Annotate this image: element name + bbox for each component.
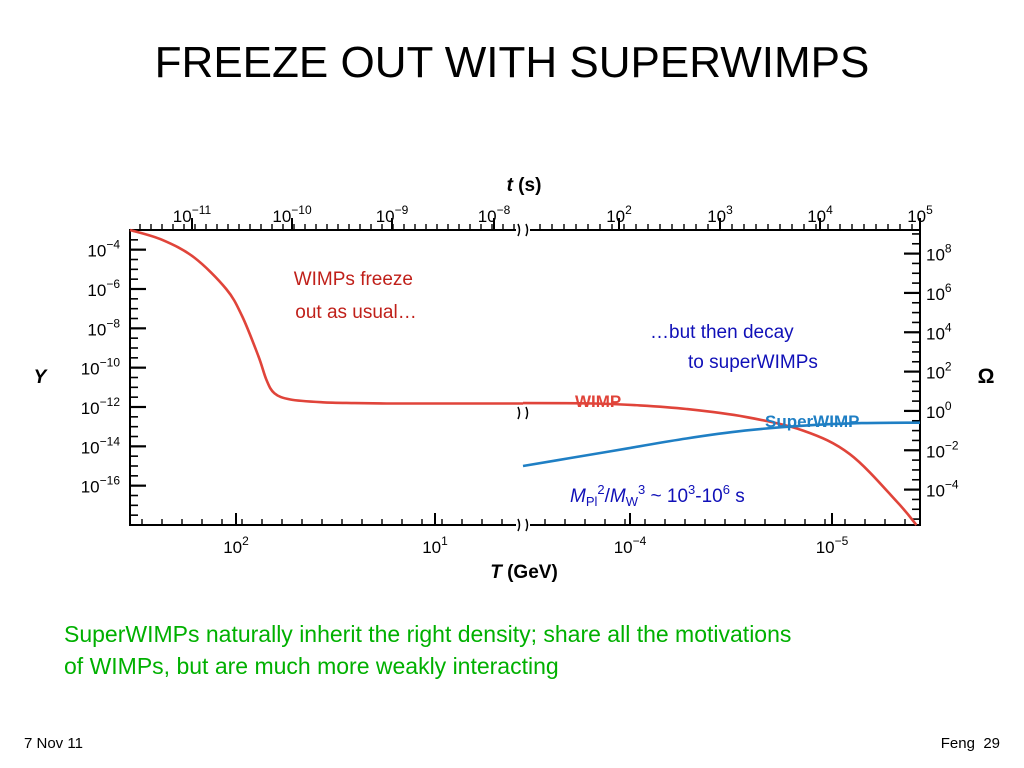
- bottom-tick-label: 10−5: [816, 534, 849, 557]
- left-tick-label: 10−4: [87, 238, 120, 261]
- right-tick-label: 10−4: [926, 478, 959, 501]
- plot-frame: [129, 229, 921, 526]
- right-tick-label: 106: [926, 281, 952, 304]
- left-tick-label: 10−16: [81, 474, 121, 497]
- slide-title: FREEZE OUT WITH SUPERWIMPS: [154, 38, 870, 87]
- right-tick-label: 108: [926, 242, 952, 265]
- left-tick-label: 10−12: [81, 395, 121, 418]
- top-tick-label: 103: [707, 203, 733, 226]
- tick-marks: [130, 218, 921, 526]
- footer-date: 7 Nov 11: [24, 735, 83, 752]
- left-axis-title: Y: [34, 367, 49, 388]
- top-tick-label: 102: [606, 203, 632, 226]
- curve-break-wimp: [516, 405, 530, 421]
- wimp-curve: [522, 401, 918, 526]
- bottom-axis-title: T (GeV): [490, 562, 558, 583]
- lifetime-formula: MPl2/MW3 ~ 103-106 s: [570, 482, 745, 509]
- footer-author: Feng: [940, 735, 975, 752]
- bottom-tick-label: 102: [223, 534, 249, 557]
- right-axis-title: Ω: [978, 365, 995, 388]
- wimp-curve: [129, 228, 523, 405]
- superwimp-series-label: SuperWIMP: [765, 412, 859, 431]
- right-tick-label: 104: [926, 320, 952, 343]
- footer-author-page: Feng 29: [941, 735, 1000, 752]
- top-tick-label: 10−10: [272, 203, 312, 226]
- right-tick-label: 100: [926, 399, 952, 422]
- caption-line-2: of WIMPs, but are much more weakly inter…: [64, 653, 559, 679]
- decay-annotation: …but then decay to superWIMPs: [650, 322, 818, 373]
- wimp-series-label: WIMP: [575, 392, 621, 411]
- top-tick-label: 10−11: [173, 203, 212, 226]
- wimp-freeze-annotation: WIMPs freeze out as usual…: [294, 269, 419, 323]
- right-tick-label: 102: [926, 360, 952, 383]
- footer-page-number: 29: [983, 735, 1000, 752]
- left-tick-label: 10−10: [81, 356, 121, 379]
- bottom-tick-label: 101: [422, 534, 448, 557]
- left-tick-label: 10−8: [87, 316, 120, 339]
- bottom-tick-label: 10−4: [614, 534, 647, 557]
- freeze-out-chart: 10−11 10−10 10−9 10−8 102 103 104 105 102 101 10−4…: [34, 175, 995, 583]
- tick-labels: 10−11 10−10 10−9 10−8 102 103 104 105 102 101 10−4…: [81, 203, 959, 557]
- left-tick-label: 10−14: [81, 434, 121, 457]
- right-tick-label: 10−2: [926, 438, 959, 461]
- axis-break-top: [516, 222, 530, 238]
- superwimp-curve: [522, 421, 921, 468]
- top-tick-label: 105: [907, 203, 933, 226]
- caption-line-1: SuperWIMPs naturally inherit the right d…: [64, 621, 792, 647]
- caption: SuperWIMPs naturally inherit the right d…: [64, 618, 994, 682]
- top-tick-label: 10−8: [478, 203, 511, 226]
- axis-break-bottom: [516, 517, 530, 533]
- top-axis-title: t (s): [507, 175, 542, 196]
- left-tick-label: 10−6: [87, 277, 120, 300]
- series-layer: [129, 228, 921, 526]
- top-tick-label: 104: [807, 203, 833, 226]
- top-tick-label: 10−9: [376, 203, 409, 226]
